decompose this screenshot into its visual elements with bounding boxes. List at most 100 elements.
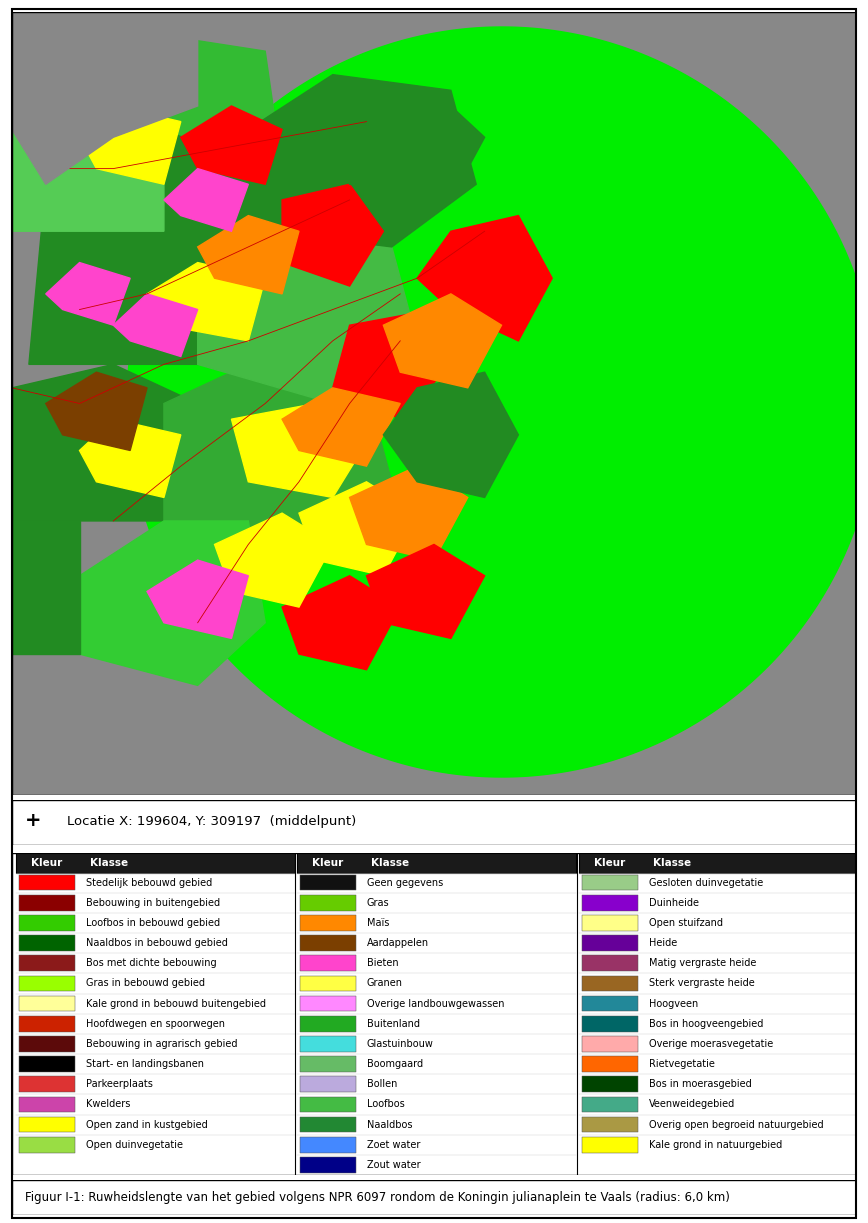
Bar	[299, 976, 356, 992]
Text: Locatie X: 199604, Y: 309197  (middelpunt): Locatie X: 199604, Y: 309197 (middelpunt…	[67, 815, 356, 828]
Text: Boomgaard: Boomgaard	[367, 1059, 423, 1069]
Bar	[19, 895, 75, 911]
Bar	[19, 1016, 75, 1032]
Bar	[299, 915, 356, 931]
Bar	[299, 895, 356, 911]
Polygon shape	[12, 12, 198, 185]
Text: Open zand in kustgebied: Open zand in kustgebied	[86, 1119, 207, 1130]
Text: Klasse: Klasse	[653, 857, 691, 868]
Polygon shape	[384, 372, 518, 498]
Bar	[19, 1117, 75, 1132]
Text: Zout water: Zout water	[367, 1159, 420, 1170]
Polygon shape	[332, 309, 450, 419]
Bar	[582, 1097, 638, 1112]
Polygon shape	[127, 27, 868, 777]
Text: Gras in bebouwd gebied: Gras in bebouwd gebied	[86, 978, 205, 988]
Bar	[299, 1057, 356, 1071]
Bar	[19, 1057, 75, 1071]
Text: Gesloten duinvegetatie: Gesloten duinvegetatie	[648, 878, 763, 888]
Bar	[582, 955, 638, 971]
Text: Bos in hoogveengebied: Bos in hoogveengebied	[648, 1019, 763, 1029]
Text: Hoofdwegen en spoorwegen: Hoofdwegen en spoorwegen	[86, 1019, 225, 1029]
Text: Gras: Gras	[367, 898, 390, 907]
Text: Naaldbos in bebouwd gebied: Naaldbos in bebouwd gebied	[86, 938, 227, 948]
Bar	[582, 874, 638, 890]
Polygon shape	[282, 576, 400, 670]
Text: Start- en landingsbanen: Start- en landingsbanen	[86, 1059, 204, 1069]
Bar	[299, 1016, 356, 1032]
Bar	[19, 1036, 75, 1052]
Polygon shape	[366, 544, 484, 638]
Bar	[582, 976, 638, 992]
Bar	[582, 1036, 638, 1052]
Bar	[19, 996, 75, 1011]
Polygon shape	[147, 560, 248, 638]
Polygon shape	[114, 294, 198, 357]
Text: Rietvegetatie: Rietvegetatie	[648, 1059, 714, 1069]
Polygon shape	[164, 364, 391, 560]
Polygon shape	[12, 521, 80, 654]
Polygon shape	[418, 215, 552, 341]
Text: Bos met dichte bebouwing: Bos met dichte bebouwing	[86, 959, 216, 969]
Polygon shape	[198, 215, 299, 294]
Text: Kleur: Kleur	[31, 857, 62, 868]
Text: Klasse: Klasse	[372, 857, 409, 868]
Polygon shape	[147, 263, 266, 341]
Text: Glastuinbouw: Glastuinbouw	[367, 1038, 434, 1049]
Polygon shape	[80, 106, 181, 185]
Text: Loofbos: Loofbos	[367, 1099, 404, 1109]
Text: Matig vergraste heide: Matig vergraste heide	[648, 959, 756, 969]
Bar	[299, 1137, 356, 1152]
Bar	[19, 1137, 75, 1152]
Text: Kwelders: Kwelders	[86, 1099, 130, 1109]
Polygon shape	[248, 75, 477, 247]
Text: Duinheide: Duinheide	[648, 898, 699, 907]
Bar	[582, 936, 638, 951]
Text: Bieten: Bieten	[367, 959, 398, 969]
Text: Bos in moerasgebied: Bos in moerasgebied	[648, 1079, 752, 1090]
Text: Overige landbouwgewassen: Overige landbouwgewassen	[367, 999, 504, 1009]
Text: +: +	[25, 811, 42, 829]
Polygon shape	[282, 185, 384, 286]
Text: Aardappelen: Aardappelen	[367, 938, 429, 948]
Text: Figuur I-1: Ruwheidslengte van het gebied volgens NPR 6097 rondom de Koningin ju: Figuur I-1: Ruwheidslengte van het gebie…	[24, 1191, 729, 1203]
Text: Stedelijk bebouwd gebied: Stedelijk bebouwd gebied	[86, 878, 212, 888]
Text: Veenweidegebied: Veenweidegebied	[648, 1099, 735, 1109]
Polygon shape	[80, 419, 181, 498]
Text: Hoogveen: Hoogveen	[648, 999, 698, 1009]
Bar	[19, 936, 75, 951]
Bar	[16, 852, 295, 872]
Text: Open duinvegetatie: Open duinvegetatie	[86, 1140, 183, 1150]
Bar	[299, 996, 356, 1011]
Bar	[297, 852, 575, 872]
Bar	[299, 1076, 356, 1092]
Polygon shape	[80, 521, 266, 685]
Text: Maïs: Maïs	[367, 918, 389, 928]
Bar	[582, 1117, 638, 1132]
Polygon shape	[181, 106, 282, 185]
Text: Sterk vergraste heide: Sterk vergraste heide	[648, 978, 754, 988]
Text: Kleur: Kleur	[595, 857, 626, 868]
Text: Heide: Heide	[648, 938, 677, 948]
Text: Overige moerasvegetatie: Overige moerasvegetatie	[648, 1038, 773, 1049]
Bar	[299, 1117, 356, 1132]
Bar	[19, 955, 75, 971]
Text: Parkeerplaats: Parkeerplaats	[86, 1079, 153, 1090]
Text: Overig open begroeid natuurgebied: Overig open begroeid natuurgebied	[648, 1119, 824, 1130]
Polygon shape	[282, 388, 400, 466]
Text: Open stuifzand: Open stuifzand	[648, 918, 723, 928]
Polygon shape	[46, 372, 147, 450]
Polygon shape	[198, 231, 418, 404]
Text: Buitenland: Buitenland	[367, 1019, 420, 1029]
Text: Bebouwing in agrarisch gebied: Bebouwing in agrarisch gebied	[86, 1038, 237, 1049]
Text: Zoet water: Zoet water	[367, 1140, 420, 1150]
Bar	[582, 1016, 638, 1032]
Bar	[19, 1076, 75, 1092]
Polygon shape	[12, 106, 164, 231]
Bar	[299, 1097, 356, 1112]
Bar	[582, 895, 638, 911]
Polygon shape	[299, 482, 418, 576]
Bar	[19, 976, 75, 992]
Bar	[582, 1137, 638, 1152]
Bar	[19, 874, 75, 890]
